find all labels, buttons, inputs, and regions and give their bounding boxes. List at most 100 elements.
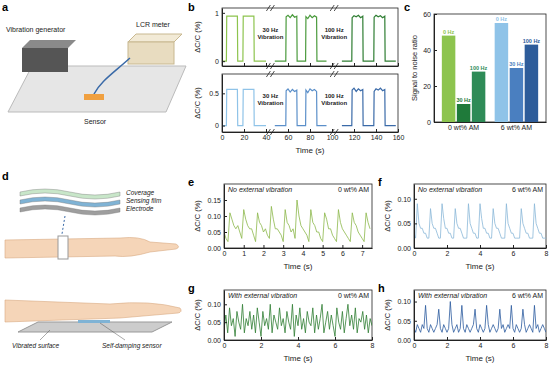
tick: 40 bbox=[423, 47, 437, 54]
axis-break bbox=[334, 129, 338, 135]
axis-line bbox=[435, 122, 547, 123]
line-chart: 02040608010012014016000.5Time (s)ΔC/C (%… bbox=[193, 71, 404, 155]
film-layer bbox=[20, 205, 120, 215]
tick-label: 0.00 bbox=[207, 337, 221, 344]
bar-label: 0 Hz bbox=[443, 29, 455, 35]
axis-break bbox=[334, 63, 338, 69]
tick-label: 2 bbox=[260, 342, 264, 349]
tick-label: 0 bbox=[223, 250, 227, 257]
axis-break bbox=[334, 71, 338, 77]
plot-area bbox=[222, 88, 396, 125]
line-chart: 01ΔC/C (%)30 HzVibration100 HzVibration bbox=[193, 5, 399, 69]
tick-mark bbox=[354, 63, 355, 66]
annotation: 30 Hz bbox=[263, 27, 279, 33]
tick-mark bbox=[310, 63, 311, 66]
panel-label: b bbox=[188, 1, 195, 13]
tick-label: 0 bbox=[413, 342, 417, 349]
tick-label: 4 bbox=[297, 342, 301, 349]
tick-label: 6 bbox=[512, 342, 516, 349]
axis-line bbox=[222, 9, 223, 67]
tick-label: 0.00 bbox=[207, 245, 221, 252]
tick-label: 0.15 bbox=[207, 197, 221, 204]
tick: 4 bbox=[479, 337, 483, 349]
tick: 160 bbox=[393, 129, 405, 141]
x-axis-title: Time (s) bbox=[465, 354, 494, 363]
tick-mark bbox=[546, 337, 547, 340]
axis-break bbox=[266, 5, 270, 11]
tick: 0.05 bbox=[207, 319, 227, 326]
illustration-a: Vibration generatorLCR meterSensor bbox=[6, 21, 186, 125]
tick-mark bbox=[414, 302, 417, 303]
tick: 5 bbox=[321, 245, 325, 257]
tick-mark bbox=[283, 245, 284, 248]
axis-line bbox=[224, 291, 225, 341]
tick-mark bbox=[480, 245, 481, 248]
bar bbox=[442, 36, 455, 122]
bar-label: 100 Hz bbox=[470, 65, 488, 71]
tick-mark bbox=[362, 245, 363, 248]
y-axis-title: Signal to noise ratio bbox=[410, 35, 419, 101]
axis: 0.000.050.100.15 bbox=[207, 185, 227, 252]
plot-area bbox=[414, 204, 546, 238]
label: Electrode bbox=[126, 205, 154, 212]
tick: 2 bbox=[262, 245, 266, 257]
tick-label: 1 bbox=[215, 10, 219, 17]
tick: 4 bbox=[297, 337, 301, 349]
tick: 140 bbox=[371, 129, 383, 141]
tick: 1 bbox=[215, 10, 225, 17]
data-line bbox=[342, 88, 396, 125]
plot-frame bbox=[434, 14, 546, 122]
x-axis-title: Time (s) bbox=[295, 146, 324, 155]
x-axis-title: Time (s) bbox=[465, 262, 494, 271]
tick-mark bbox=[224, 304, 227, 305]
tick-mark bbox=[266, 129, 267, 132]
label: Sensor bbox=[84, 118, 107, 125]
tick: 4 bbox=[479, 245, 483, 257]
tick-label: 6 bbox=[512, 250, 516, 257]
panel-label: d bbox=[2, 170, 9, 182]
tick: 0.05 bbox=[207, 229, 227, 236]
tick: 0.5 bbox=[209, 90, 225, 97]
bar-labels: 0 Hz0 Hz30 Hz30 Hz100 Hz100 Hz bbox=[443, 16, 540, 103]
tick-label: 8 bbox=[545, 342, 549, 349]
data-line bbox=[224, 200, 370, 242]
tick-mark bbox=[546, 245, 547, 248]
label: Sensing film bbox=[126, 197, 162, 205]
bar-label: 0 Hz bbox=[496, 16, 508, 22]
tick-label: 8 bbox=[545, 250, 549, 257]
axis: 00.5 bbox=[209, 75, 225, 133]
tick-label: 160 bbox=[393, 134, 405, 141]
tick: 7 bbox=[361, 245, 365, 257]
tick: 0.05 bbox=[397, 220, 417, 227]
tick-mark bbox=[224, 200, 227, 201]
plot-frame bbox=[414, 184, 546, 248]
panel-label: f bbox=[378, 176, 382, 188]
tick-label: 0.10 bbox=[397, 298, 411, 305]
tick-label: 80 bbox=[307, 134, 315, 141]
tick: 2 bbox=[446, 245, 450, 257]
data-line bbox=[342, 15, 396, 61]
tick: 6 bbox=[334, 337, 338, 349]
tick-label: 60 bbox=[285, 134, 293, 141]
bar-chart: 0 Hz0 Hz30 Hz30 Hz100 Hz100 Hz0 wt% AM6 … bbox=[410, 11, 547, 131]
plot-frame bbox=[222, 8, 398, 66]
axis-break bbox=[270, 129, 274, 135]
figure-svg: abcdefghVibration generatorLCR meterSens… bbox=[0, 0, 550, 366]
tick-mark bbox=[303, 245, 304, 248]
axis-line bbox=[414, 185, 415, 249]
illustration-d: CoverageSensing filmElectrodeVibrated su… bbox=[5, 189, 181, 350]
tick: 0.05 bbox=[397, 318, 417, 325]
annotation: With external vibration bbox=[418, 292, 487, 299]
tick-mark bbox=[398, 129, 399, 132]
tick-label: 8 bbox=[371, 342, 375, 349]
label: Vibrated surface bbox=[12, 342, 60, 349]
data-line bbox=[414, 302, 546, 333]
tick-label: 0 bbox=[413, 250, 417, 257]
tick-mark bbox=[434, 14, 437, 15]
tick-label: 4 bbox=[479, 250, 483, 257]
line-chart: 024680.000.050.10Time (s)ΔC/C (%)With ex… bbox=[193, 290, 375, 363]
y-axis-title: ΔC/C (%) bbox=[193, 21, 202, 53]
tick-label: 0 bbox=[215, 58, 219, 65]
annotation: No external vibration bbox=[418, 186, 482, 193]
tick: 2 bbox=[446, 337, 450, 349]
